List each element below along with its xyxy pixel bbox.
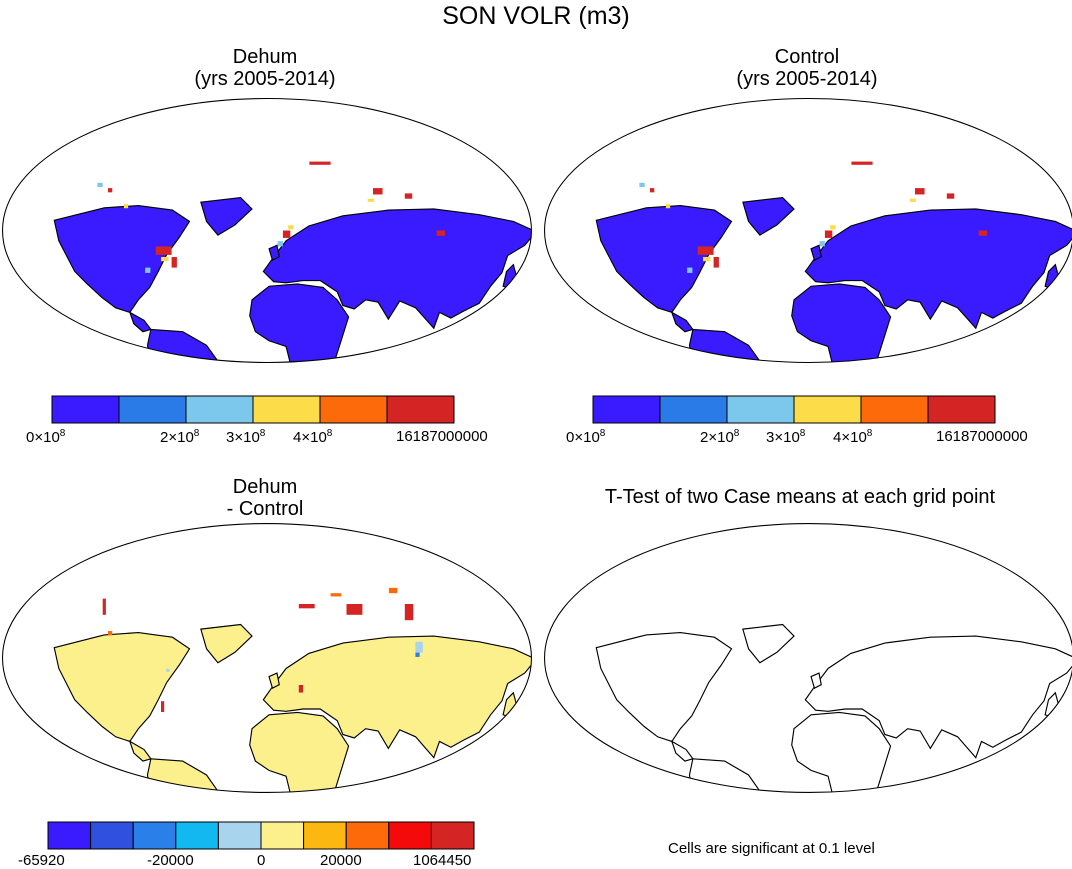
colorbar-diff-label-0: -65920 — [18, 852, 65, 869]
colorbar-diff — [47, 821, 475, 850]
panel-title-diff: Dehum - Control — [140, 476, 390, 520]
colorbar-diff-swatch-5 — [260, 821, 305, 850]
colorbar-diff-swatch-1 — [90, 821, 134, 850]
panel-title-line2: - Control — [226, 498, 304, 520]
figure-title: SON VOLR (m3) — [442, 2, 630, 30]
panel-title-dehum: Dehum (yrs 2005-2014) — [140, 46, 390, 90]
colorbar-dehum-swatch-4 — [319, 395, 388, 424]
panel-title-control: Control (yrs 2005-2014) — [682, 46, 932, 90]
panel-title-ttest: T-Test of two Case means at each grid po… — [530, 486, 1070, 508]
colorbar-dehum-swatch-0 — [51, 395, 120, 424]
panel-title-line1: Dehum — [232, 476, 298, 498]
colorbar-control-swatch-0 — [592, 395, 661, 424]
colorbar-dehum-label-1: 2×108 — [160, 428, 200, 446]
colorbar-diff-swatch-2 — [132, 821, 177, 850]
map-diff — [2, 523, 532, 794]
colorbar-diff-label-2: 0 — [257, 852, 266, 869]
colorbar-dehum — [51, 395, 455, 424]
colorbar-dehum-label-0: 0×108 — [26, 428, 66, 446]
colorbar-diff-swatch-9 — [430, 821, 475, 850]
panel-title-line1: Dehum — [232, 46, 298, 68]
colorbar-control-label-0: 0×108 — [566, 428, 606, 446]
panel-title-line2: (yrs 2005-2014) — [736, 68, 878, 90]
map-control — [544, 98, 1072, 363]
panel-title-line2: (yrs 2005-2014) — [194, 68, 336, 90]
colorbar-dehum-swatch-3 — [252, 395, 321, 424]
colorbar-diff-swatch-7 — [345, 821, 390, 850]
colorbar-diff-label-1: -20000 — [147, 852, 194, 869]
ttest-significance-note: Cells are significant at 0.1 level — [668, 840, 875, 857]
colorbar-control — [592, 395, 996, 424]
colorbar-dehum-label-3: 4×108 — [293, 428, 333, 446]
colorbar-diff-swatch-0 — [47, 821, 92, 850]
colorbar-control-swatch-4 — [860, 395, 929, 424]
colorbar-diff-label-3: 20000 — [320, 852, 362, 869]
colorbar-control-swatch-2 — [726, 395, 795, 424]
colorbar-control-label-1: 2×108 — [700, 428, 740, 446]
colorbar-dehum-swatch-2 — [185, 395, 254, 424]
colorbar-diff-swatch-6 — [303, 821, 347, 850]
colorbar-diff-swatch-3 — [175, 821, 219, 850]
colorbar-control-swatch-1 — [659, 395, 728, 424]
colorbar-diff-swatch-8 — [388, 821, 432, 850]
colorbar-dehum-label-2: 3×108 — [226, 428, 266, 446]
map-dehum — [2, 98, 532, 363]
map-ttest — [544, 523, 1072, 793]
colorbar-diff-swatch-4 — [217, 821, 262, 850]
panel-title-line1: T-Test of two Case means at each grid po… — [604, 486, 996, 508]
colorbar-dehum-label-4: 16187000000 — [396, 428, 488, 445]
colorbar-control-label-2: 3×108 — [766, 428, 806, 446]
colorbar-diff-label-4: 1064450 — [413, 852, 472, 869]
panel-title-line1: Control — [774, 46, 840, 68]
colorbar-dehum-swatch-5 — [386, 395, 455, 424]
colorbar-control-swatch-5 — [927, 395, 996, 424]
colorbar-control-label-3: 4×108 — [833, 428, 873, 446]
colorbar-control-label-4: 16187000000 — [936, 428, 1028, 445]
colorbar-control-swatch-3 — [793, 395, 862, 424]
colorbar-dehum-swatch-1 — [118, 395, 187, 424]
